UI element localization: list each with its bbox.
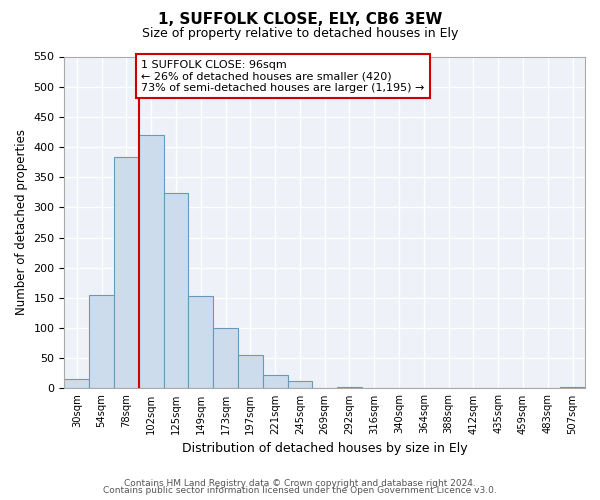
Y-axis label: Number of detached properties: Number of detached properties	[15, 130, 28, 316]
Bar	[287, 381, 313, 388]
Bar	[114, 158, 139, 388]
Text: Contains public sector information licensed under the Open Government Licence v3: Contains public sector information licen…	[103, 486, 497, 495]
Text: 1, SUFFOLK CLOSE, ELY, CB6 3EW: 1, SUFFOLK CLOSE, ELY, CB6 3EW	[158, 12, 442, 28]
X-axis label: Distribution of detached houses by size in Ely: Distribution of detached houses by size …	[182, 442, 467, 455]
Bar	[188, 296, 213, 388]
Bar	[213, 328, 238, 388]
Bar	[164, 194, 188, 388]
Bar	[263, 375, 287, 388]
Text: 1 SUFFOLK CLOSE: 96sqm
← 26% of detached houses are smaller (420)
73% of semi-de: 1 SUFFOLK CLOSE: 96sqm ← 26% of detached…	[141, 60, 425, 92]
Text: Contains HM Land Registry data © Crown copyright and database right 2024.: Contains HM Land Registry data © Crown c…	[124, 478, 476, 488]
Bar	[89, 295, 114, 388]
Text: Size of property relative to detached houses in Ely: Size of property relative to detached ho…	[142, 28, 458, 40]
Bar	[560, 386, 585, 388]
Bar	[139, 135, 164, 388]
Bar	[337, 386, 362, 388]
Bar	[64, 380, 89, 388]
Bar	[238, 355, 263, 388]
